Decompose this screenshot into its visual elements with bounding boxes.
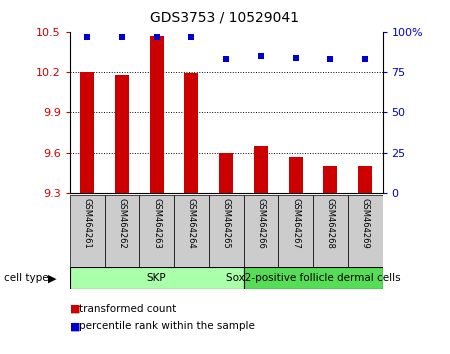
Text: percentile rank within the sample: percentile rank within the sample xyxy=(79,321,255,331)
Bar xyxy=(70,267,243,289)
Bar xyxy=(70,195,104,267)
Bar xyxy=(243,267,382,289)
Text: GSM464269: GSM464269 xyxy=(360,198,369,249)
Text: GSM464268: GSM464268 xyxy=(326,198,335,249)
Bar xyxy=(358,166,372,193)
Point xyxy=(292,55,299,61)
Point xyxy=(153,34,160,40)
Point xyxy=(327,56,334,62)
Text: GSM464267: GSM464267 xyxy=(291,198,300,249)
Text: Sox2-positive follicle dermal cells: Sox2-positive follicle dermal cells xyxy=(226,273,400,283)
Text: GSM464264: GSM464264 xyxy=(187,198,196,249)
Text: ■: ■ xyxy=(70,321,80,331)
Bar xyxy=(209,195,243,267)
Bar xyxy=(278,195,313,267)
Point xyxy=(118,34,126,40)
Bar xyxy=(174,195,209,267)
Bar xyxy=(348,195,382,267)
Bar xyxy=(139,195,174,267)
Bar xyxy=(324,166,338,193)
Bar xyxy=(288,157,302,193)
Text: ▶: ▶ xyxy=(48,273,56,283)
Bar xyxy=(313,195,348,267)
Point xyxy=(257,53,265,59)
Point xyxy=(188,34,195,40)
Point xyxy=(222,56,230,62)
Text: GSM464263: GSM464263 xyxy=(152,198,161,249)
Text: GSM464262: GSM464262 xyxy=(117,198,126,249)
Text: cell type: cell type xyxy=(4,273,49,283)
Point xyxy=(84,34,91,40)
Point xyxy=(361,56,369,62)
Bar xyxy=(254,146,268,193)
Bar xyxy=(219,153,233,193)
Text: transformed count: transformed count xyxy=(79,304,176,314)
Text: GSM464261: GSM464261 xyxy=(83,198,92,249)
Bar xyxy=(243,195,278,267)
Text: GSM464265: GSM464265 xyxy=(221,198,230,249)
Bar xyxy=(104,195,139,267)
Text: SKP: SKP xyxy=(147,273,166,283)
Bar xyxy=(115,75,129,193)
Bar xyxy=(150,36,164,193)
Bar xyxy=(80,72,94,193)
Bar xyxy=(184,74,198,193)
Text: GDS3753 / 10529041: GDS3753 / 10529041 xyxy=(150,11,300,25)
Text: GSM464266: GSM464266 xyxy=(256,198,266,249)
Text: ■: ■ xyxy=(70,304,80,314)
